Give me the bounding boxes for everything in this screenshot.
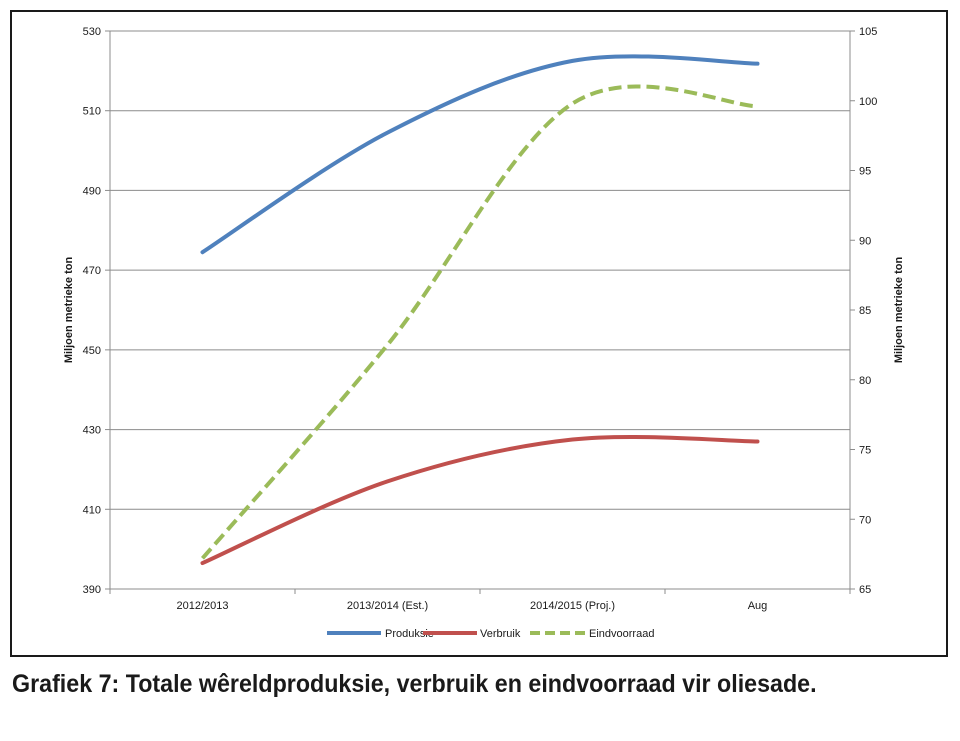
x-category-label: 2014/2015 (Proj.): [530, 600, 615, 612]
right-tick-label: 105: [859, 26, 877, 38]
series-line-eindvoorraad: [200, 84, 758, 560]
left-tick-label: 530: [83, 26, 101, 38]
chart-caption: Grafiek 7: Totale wêreldproduksie, verbr…: [12, 670, 817, 698]
left-axis-title: Miljoen metrieke ton: [63, 257, 75, 364]
right-tick-label: 65: [859, 584, 871, 596]
grid-lines: [110, 30, 850, 590]
right-tick-label: 95: [859, 166, 871, 178]
right-tick-label: 90: [859, 235, 871, 247]
x-category-label: Aug: [748, 600, 768, 612]
right-tick-label: 75: [859, 445, 871, 457]
series-line-verbruik: [200, 434, 760, 566]
chart-svg: 390 410 430 450 470 490 510 530 65 70 75 80 85 90 95 10…: [63, 26, 905, 640]
left-tick-label: 410: [83, 504, 101, 516]
series-line-produksie: [200, 54, 760, 255]
x-category-label: 2013/2014 (Est.): [347, 600, 428, 612]
right-tick-label: 70: [859, 514, 871, 526]
legend-label-produksie: Produksie: [385, 628, 434, 640]
right-tick-label: 80: [859, 375, 871, 387]
left-tick-label: 430: [83, 425, 101, 437]
legend: Produksie Verbruik Eindvoorraad: [327, 628, 654, 640]
left-tick-label: 510: [83, 106, 101, 118]
right-axis-title: Miljoen metrieke ton: [893, 257, 905, 364]
chart-frame: 390 410 430 450 470 490 510 530 65 70 75 80 85 90 95 10…: [10, 10, 948, 657]
left-tick-label: 450: [83, 345, 101, 357]
axes: [105, 30, 855, 594]
left-tick-label: 470: [83, 265, 101, 277]
right-tick-label: 100: [859, 96, 877, 108]
legend-label-eindvoorraad: Eindvoorraad: [589, 628, 654, 640]
series-lines: [200, 54, 760, 566]
x-category-label: 2012/2013: [177, 600, 229, 612]
legend-label-verbruik: Verbruik: [480, 628, 521, 640]
right-tick-label: 85: [859, 305, 871, 317]
left-tick-label: 390: [83, 584, 101, 596]
left-tick-label: 490: [83, 185, 101, 197]
tick-labels: 390 410 430 450 470 490 510 530 65 70 75 80 85 90 95 10…: [63, 26, 905, 612]
